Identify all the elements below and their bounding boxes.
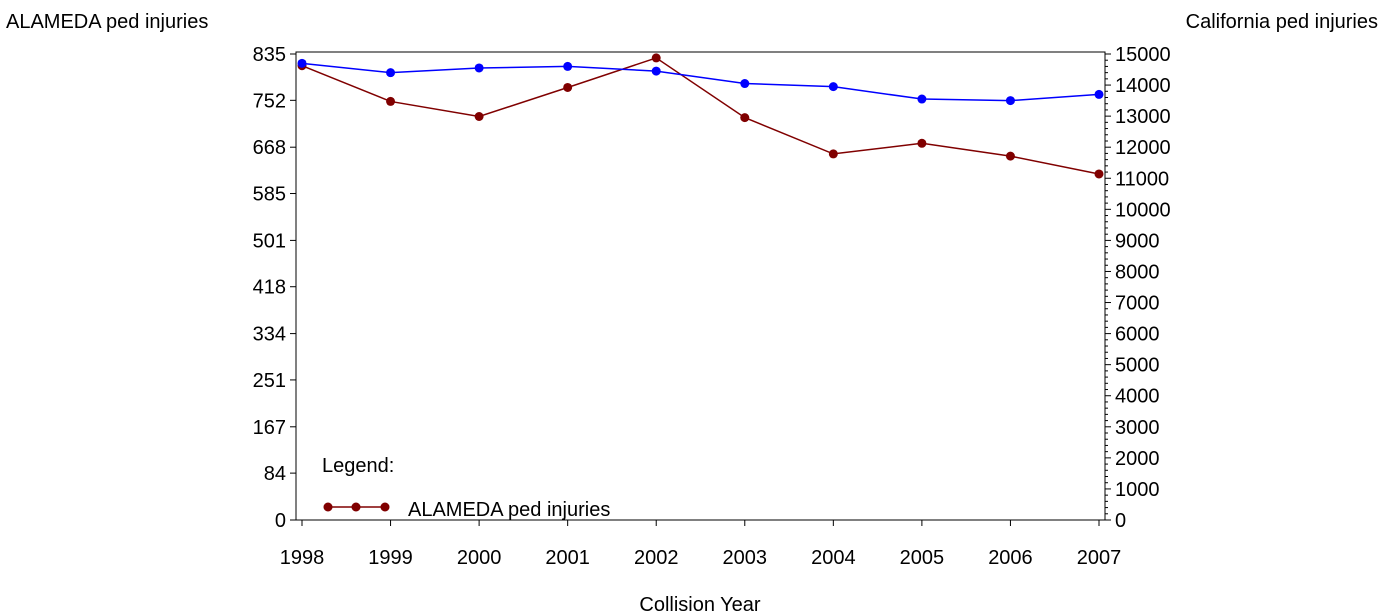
- data-point-alameda: [828, 149, 838, 159]
- right-tick-label: 11000: [1115, 168, 1169, 190]
- x-axis: 1998 1999 2000 2001 2002 2003 2004 2005 2006 2007: [280, 520, 1122, 569]
- right-tick-label: 8000: [1115, 261, 1160, 283]
- left-axis: 0 84 167 251 334 418 501 585 668 752 835: [253, 44, 296, 532]
- series-layer: [297, 53, 1104, 179]
- data-point-alameda: [651, 53, 661, 63]
- data-point-california: [474, 63, 484, 73]
- right-tick-label: 0: [1115, 510, 1126, 532]
- left-tick-label: 84: [264, 463, 286, 485]
- x-tick-label: 2001: [545, 547, 590, 569]
- right-tick-label: 6000: [1115, 324, 1160, 346]
- plot-frame: [295, 51, 1106, 521]
- x-tick-label: 2007: [1077, 547, 1122, 569]
- x-tick-label: 2004: [811, 547, 856, 569]
- right-tick-label: 3000: [1115, 417, 1160, 439]
- x-axis-title: Collision Year: [639, 594, 761, 614]
- data-point-california: [386, 68, 396, 78]
- left-tick-label: 0: [275, 510, 286, 532]
- right-tick-label: 4000: [1115, 386, 1160, 408]
- legend: Legend: ALAMEDA ped injuries: [322, 455, 610, 521]
- right-tick-label: 10000: [1115, 199, 1171, 221]
- data-point-california: [1094, 89, 1104, 99]
- data-point-california: [651, 66, 661, 76]
- data-point-alameda: [563, 82, 573, 92]
- x-tick-label: 1998: [280, 547, 325, 569]
- left-tick-label: 334: [253, 324, 286, 346]
- data-point-alameda: [917, 138, 927, 148]
- right-tick-label: 7000: [1115, 293, 1160, 315]
- data-point-california: [917, 94, 927, 104]
- right-tick-label: 14000: [1115, 75, 1171, 97]
- data-point-alameda: [1094, 169, 1104, 179]
- left-tick-label: 752: [253, 90, 286, 112]
- data-point-alameda: [386, 96, 396, 106]
- series-line-alameda: [301, 57, 1100, 175]
- data-point-alameda: [1005, 151, 1015, 161]
- x-tick-label: 1999: [368, 547, 413, 569]
- right-tick-label: 2000: [1115, 448, 1160, 470]
- left-tick-label: 668: [253, 137, 286, 159]
- right-axis-title: California ped injuries: [1186, 11, 1378, 33]
- left-tick-label: 501: [253, 230, 286, 252]
- right-tick-label: 1000: [1115, 479, 1160, 501]
- x-tick-label: 2002: [634, 547, 679, 569]
- legend-swatch: [323, 502, 390, 512]
- x-tick-label: 2003: [723, 547, 768, 569]
- legend-swatch-marker: [380, 502, 390, 512]
- data-point-california: [740, 79, 750, 89]
- right-axis: 0 1000 2000 3000 4000 5000 6000 7000 8000 9000 100…: [1105, 44, 1171, 532]
- series-line-california: [301, 62, 1100, 102]
- right-tick-label: 12000: [1115, 137, 1171, 159]
- left-tick-label: 167: [253, 417, 286, 439]
- data-point-alameda: [740, 113, 750, 123]
- data-point-california: [563, 61, 573, 71]
- left-tick-label: 418: [253, 277, 286, 299]
- x-tick-label: 2000: [457, 547, 502, 569]
- left-axis-title: ALAMEDA ped injuries: [6, 11, 208, 33]
- x-tick-label: 2006: [988, 547, 1033, 569]
- left-tick-label: 835: [253, 44, 286, 66]
- left-tick-label: 585: [253, 184, 286, 206]
- data-point-california: [1005, 96, 1015, 106]
- data-point-california: [297, 58, 307, 68]
- data-point-alameda: [474, 112, 484, 122]
- data-point-california: [828, 82, 838, 92]
- legend-title: Legend:: [322, 455, 394, 477]
- legend-swatch-marker: [351, 502, 361, 512]
- left-tick-label: 251: [253, 370, 286, 392]
- right-tick-label: 5000: [1115, 355, 1160, 377]
- legend-entry-label: ALAMEDA ped injuries: [408, 499, 610, 521]
- right-tick-label: 9000: [1115, 230, 1160, 252]
- legend-swatch-marker: [323, 502, 333, 512]
- right-tick-label: 13000: [1115, 106, 1171, 128]
- right-tick-label: 15000: [1115, 44, 1171, 66]
- x-tick-label: 2005: [900, 547, 945, 569]
